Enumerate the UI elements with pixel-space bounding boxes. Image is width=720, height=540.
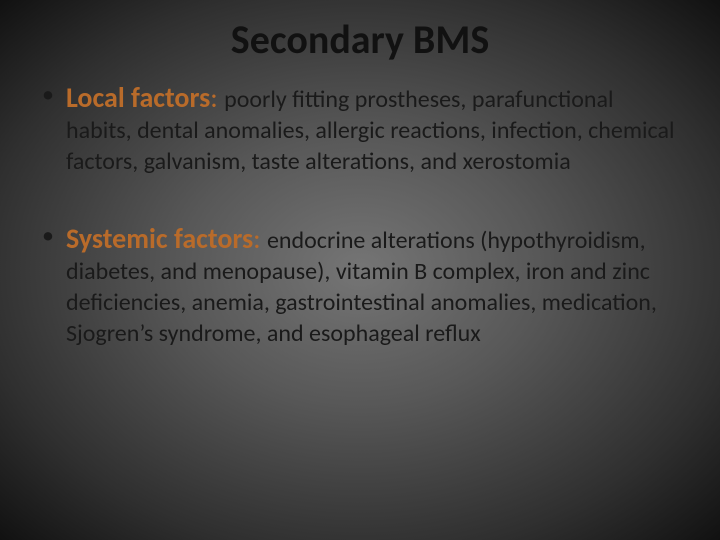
bullet-label: Systemic factors (66, 221, 253, 256)
bullet-item-local: Local factors: poorly fitting prostheses… (38, 80, 682, 177)
bullet-colon: : (253, 221, 267, 256)
bullet-label: Local factors (66, 80, 210, 115)
bullet-colon: : (210, 80, 224, 115)
slide-title: Secondary BMS (38, 18, 682, 62)
bullet-list: Local factors: poorly fitting prostheses… (38, 80, 682, 349)
slide: Secondary BMS Local factors: poorly fitt… (0, 0, 720, 540)
bullet-item-systemic: Systemic factors: endocrine alterations … (38, 221, 682, 349)
